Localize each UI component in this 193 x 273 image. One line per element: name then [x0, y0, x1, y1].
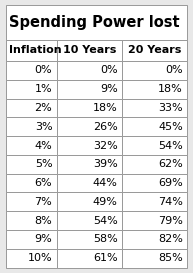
Text: 1%: 1%	[35, 84, 52, 94]
Text: 26%: 26%	[93, 122, 118, 132]
Text: 69%: 69%	[158, 178, 183, 188]
Text: 33%: 33%	[158, 103, 183, 113]
Bar	[6, 174, 57, 192]
Text: 82%: 82%	[158, 235, 183, 244]
Bar	[57, 155, 122, 174]
Text: 79%: 79%	[158, 216, 183, 225]
Bar	[57, 40, 122, 61]
Bar	[122, 136, 187, 155]
Text: 9%: 9%	[100, 84, 118, 94]
Text: 45%: 45%	[158, 122, 183, 132]
Text: 10%: 10%	[28, 253, 52, 263]
Bar	[122, 174, 187, 192]
Bar	[122, 155, 187, 174]
Bar	[6, 99, 57, 117]
Text: 58%: 58%	[93, 235, 118, 244]
Bar	[57, 249, 122, 268]
Text: 39%: 39%	[93, 159, 118, 169]
Text: 74%: 74%	[158, 197, 183, 207]
Bar	[6, 80, 57, 99]
Bar	[57, 211, 122, 230]
Text: 18%: 18%	[93, 103, 118, 113]
Text: 18%: 18%	[158, 84, 183, 94]
Text: 8%: 8%	[35, 216, 52, 225]
Bar	[57, 230, 122, 249]
Bar	[122, 192, 187, 211]
Bar	[6, 155, 57, 174]
Bar	[122, 230, 187, 249]
Bar	[122, 99, 187, 117]
Text: 7%: 7%	[35, 197, 52, 207]
Text: 44%: 44%	[93, 178, 118, 188]
Text: 54%: 54%	[93, 216, 118, 225]
Bar	[6, 136, 57, 155]
Text: 49%: 49%	[93, 197, 118, 207]
Text: 0%: 0%	[100, 66, 118, 75]
Text: 5%: 5%	[35, 159, 52, 169]
Bar	[6, 61, 57, 80]
Text: Spending Power lost: Spending Power lost	[9, 15, 179, 30]
Text: 6%: 6%	[35, 178, 52, 188]
Text: 20 Years: 20 Years	[128, 45, 181, 55]
Bar	[57, 99, 122, 117]
Text: 9%: 9%	[35, 235, 52, 244]
Bar	[6, 249, 57, 268]
Bar	[122, 117, 187, 136]
Bar	[57, 136, 122, 155]
Text: Inflation: Inflation	[9, 45, 61, 55]
Bar	[6, 211, 57, 230]
Bar	[57, 61, 122, 80]
Bar	[6, 5, 187, 40]
Bar	[122, 40, 187, 61]
Bar	[57, 174, 122, 192]
Bar	[6, 117, 57, 136]
Text: 4%: 4%	[35, 141, 52, 150]
Text: 2%: 2%	[35, 103, 52, 113]
Bar	[6, 40, 57, 61]
Text: 61%: 61%	[93, 253, 118, 263]
Text: 10 Years: 10 Years	[63, 45, 116, 55]
Text: 3%: 3%	[35, 122, 52, 132]
Bar	[122, 211, 187, 230]
Text: 0%: 0%	[35, 66, 52, 75]
Bar	[6, 230, 57, 249]
Bar	[57, 192, 122, 211]
Text: 54%: 54%	[158, 141, 183, 150]
Bar	[122, 249, 187, 268]
Bar	[122, 80, 187, 99]
Bar	[57, 117, 122, 136]
Bar	[57, 80, 122, 99]
Text: 85%: 85%	[158, 253, 183, 263]
Bar	[6, 192, 57, 211]
Text: 32%: 32%	[93, 141, 118, 150]
Text: 0%: 0%	[165, 66, 183, 75]
Bar	[122, 61, 187, 80]
Text: 62%: 62%	[158, 159, 183, 169]
